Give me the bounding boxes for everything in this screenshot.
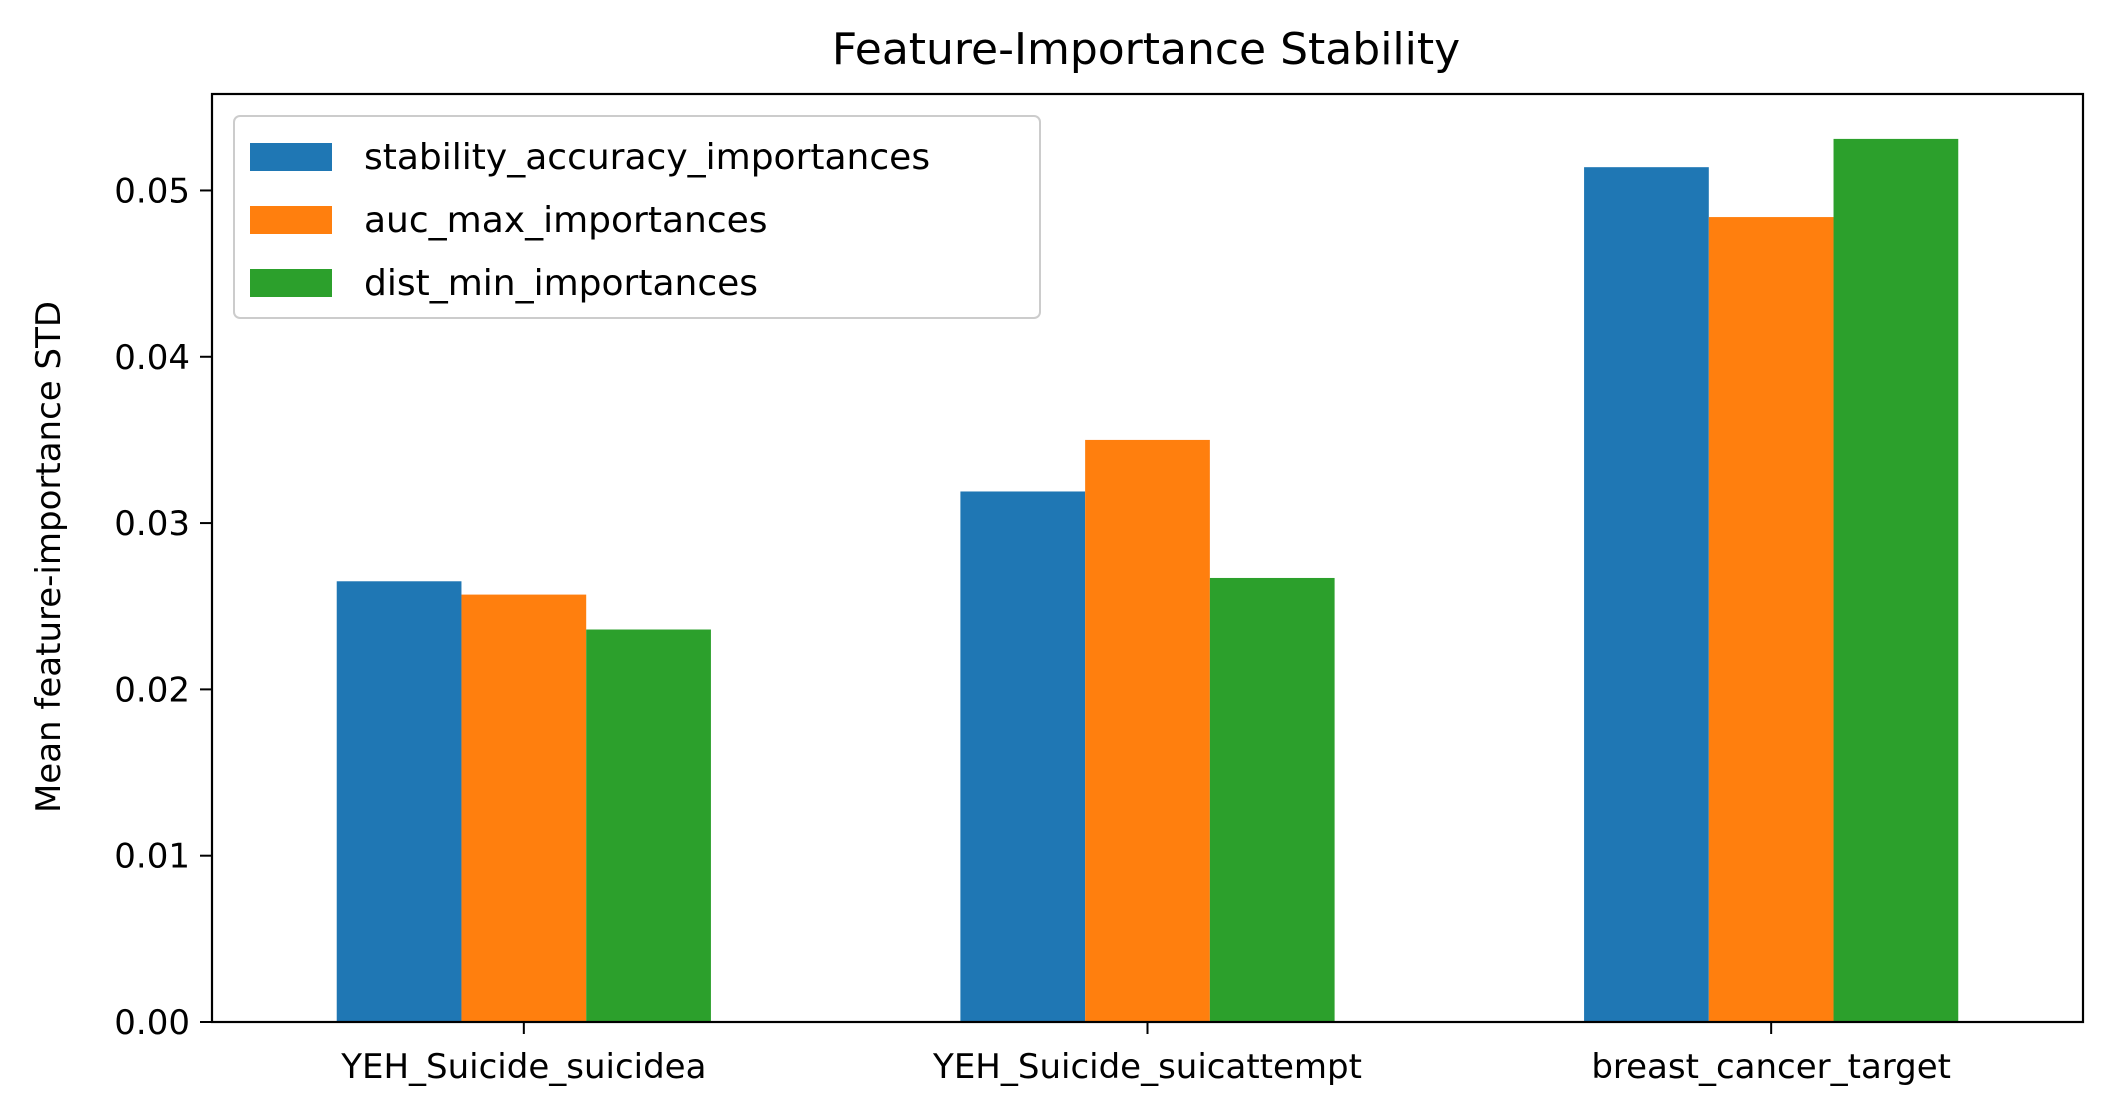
bar-stability_accuracy_importances-YEH_Suicide_suicattempt — [960, 491, 1086, 1023]
legend: stability_accuracy_importances auc_max_im… — [233, 115, 1041, 319]
legend-label-dist_min_importances: dist_min_importances — [364, 263, 758, 304]
x-tick-label: YEH_Suicide_suicattempt — [932, 1047, 1362, 1087]
bar-stability_accuracy_importances-breast_cancer_target — [1584, 167, 1709, 1022]
y-tick-label: 0.03 — [114, 504, 190, 544]
legend-label-auc_max_importances: auc_max_importances — [364, 200, 768, 241]
legend-swatch-auc_max_importances — [250, 206, 332, 234]
y-tick-label: 0.00 — [114, 1003, 190, 1043]
x-tick-label: YEH_Suicide_suicidea — [340, 1047, 706, 1087]
y-tick-label: 0.02 — [114, 670, 190, 710]
chart-title: Feature-Importance Stability — [832, 24, 1460, 75]
y-tick-label: 0.04 — [114, 338, 190, 378]
x-tick-label: breast_cancer_target — [1591, 1047, 1951, 1087]
y-tick-label: 0.01 — [114, 837, 190, 877]
bar-auc_max_importances-YEH_Suicide_suicidea — [461, 594, 587, 1022]
bars-group — [336, 138, 1959, 1023]
bar-dist_min_importances-YEH_Suicide_suicidea — [586, 629, 711, 1022]
axes-group: 0.00 0.01 0.02 0.03 0.04 0.05 YEH_Suicide_suic… — [114, 92, 2085, 1087]
bar-dist_min_importances-breast_cancer_target — [1833, 138, 1959, 1022]
legend-swatch-stability_accuracy_importances — [250, 143, 332, 171]
y-tick-label: 0.05 — [114, 171, 190, 211]
y-axis-label: Mean feature-importance STD — [29, 301, 69, 813]
bar-stability_accuracy_importances-YEH_Suicide_suicidea — [336, 581, 462, 1022]
legend-swatch-dist_min_importances — [250, 269, 332, 297]
bar-auc_max_importances-YEH_Suicide_suicattempt — [1085, 439, 1210, 1022]
bar-auc_max_importances-breast_cancer_target — [1708, 217, 1834, 1022]
bar-dist_min_importances-YEH_Suicide_suicattempt — [1209, 577, 1335, 1022]
legend-box — [233, 115, 1041, 319]
legend-label-stability_accuracy_importances: stability_accuracy_importances — [364, 137, 930, 178]
